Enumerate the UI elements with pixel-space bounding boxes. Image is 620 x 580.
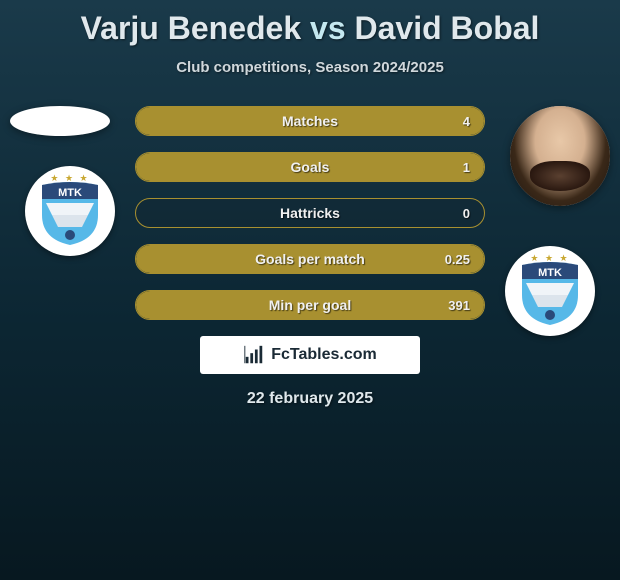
avatar-player2	[510, 106, 610, 206]
avatar-face	[510, 106, 610, 206]
branding-text: FcTables.com	[271, 346, 377, 364]
avatar-player1	[10, 106, 110, 136]
stat-value: 0	[463, 199, 470, 227]
stat-label: Goals	[136, 153, 484, 181]
stat-row-goals-per-match: Goals per match0.25	[135, 244, 485, 274]
club-crest-left: ★ ★ ★ MTK	[25, 166, 115, 256]
stat-value: 391	[448, 291, 470, 319]
page-title: Varju Benedek vs David Bobal	[0, 0, 620, 47]
shield-icon: MTK	[518, 255, 582, 327]
branding-badge: FcTables.com	[200, 336, 420, 374]
stat-row-goals: Goals1	[135, 152, 485, 182]
stat-value: 0.25	[445, 245, 470, 273]
club-crest-right: ★ ★ ★ MTK	[505, 246, 595, 336]
stat-label: Matches	[136, 107, 484, 135]
stat-row-matches: Matches4	[135, 106, 485, 136]
vs-text: vs	[310, 10, 346, 46]
subtitle-text: Club competitions, Season 2024/2025	[0, 59, 620, 76]
player2-name: David Bobal	[355, 10, 540, 46]
stat-label: Goals per match	[136, 245, 484, 273]
svg-text:MTK: MTK	[58, 187, 82, 199]
svg-text:MTK: MTK	[538, 267, 562, 279]
stats-bars: Matches4Goals1Hattricks0Goals per match0…	[135, 106, 485, 320]
stat-row-min-per-goal: Min per goal391	[135, 290, 485, 320]
chart-icon	[243, 344, 265, 366]
stat-value: 4	[463, 107, 470, 135]
content-area: ★ ★ ★ MTK ★ ★ ★ MTK Matc	[0, 106, 620, 408]
date-text: 22 february 2025	[0, 390, 620, 408]
stat-label: Min per goal	[136, 291, 484, 319]
shield-icon: MTK	[38, 175, 102, 247]
stat-row-hattricks: Hattricks0	[135, 198, 485, 228]
player1-name: Varju Benedek	[81, 10, 302, 46]
stat-value: 1	[463, 153, 470, 181]
stat-label: Hattricks	[136, 199, 484, 227]
